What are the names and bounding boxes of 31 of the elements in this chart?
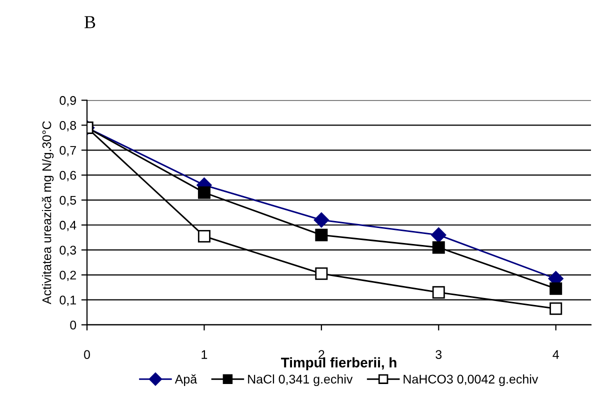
point: [314, 212, 329, 228]
x-tick-label: 0: [84, 350, 90, 359]
chart-title: B: [84, 16, 96, 28]
y-tick-label: 0,8: [60, 121, 76, 132]
y-tick-label: 0,6: [60, 170, 76, 182]
x-axis-title: Timpul fierberii, h: [281, 357, 396, 370]
legend-label: NaCl 0,341 g.echiv: [248, 374, 353, 386]
y-tick-label: 0,2: [60, 270, 76, 282]
y-tick-label: 0,3: [60, 246, 76, 256]
point: [432, 241, 445, 254]
y-tick-label: 0,7: [60, 146, 76, 156]
legend-label: NaHCO3 0,0042 g.echiv: [404, 374, 538, 386]
point: [432, 286, 445, 299]
y-axis-title: Activitatea ureazică mg N/g.30°C: [42, 121, 54, 304]
y-tick-label: 0,5: [60, 196, 76, 206]
y-tick-label: 0: [70, 320, 76, 330]
point: [315, 267, 328, 280]
x-tick-label: 4: [552, 350, 559, 359]
point: [198, 230, 210, 242]
y-tick-label: 0,9: [60, 96, 76, 106]
point: [315, 228, 328, 242]
point: [431, 227, 446, 243]
point: [550, 282, 562, 295]
x-tick-label: 2: [318, 350, 324, 359]
y-tick-label: 0,4: [60, 220, 76, 232]
x-tick-label: 1: [202, 350, 208, 359]
point: [198, 186, 210, 199]
y-tick-label: 0,1: [60, 296, 76, 306]
x-tick-label: 3: [436, 350, 442, 359]
point: [550, 302, 562, 315]
legend-label: Apă: [174, 374, 198, 386]
